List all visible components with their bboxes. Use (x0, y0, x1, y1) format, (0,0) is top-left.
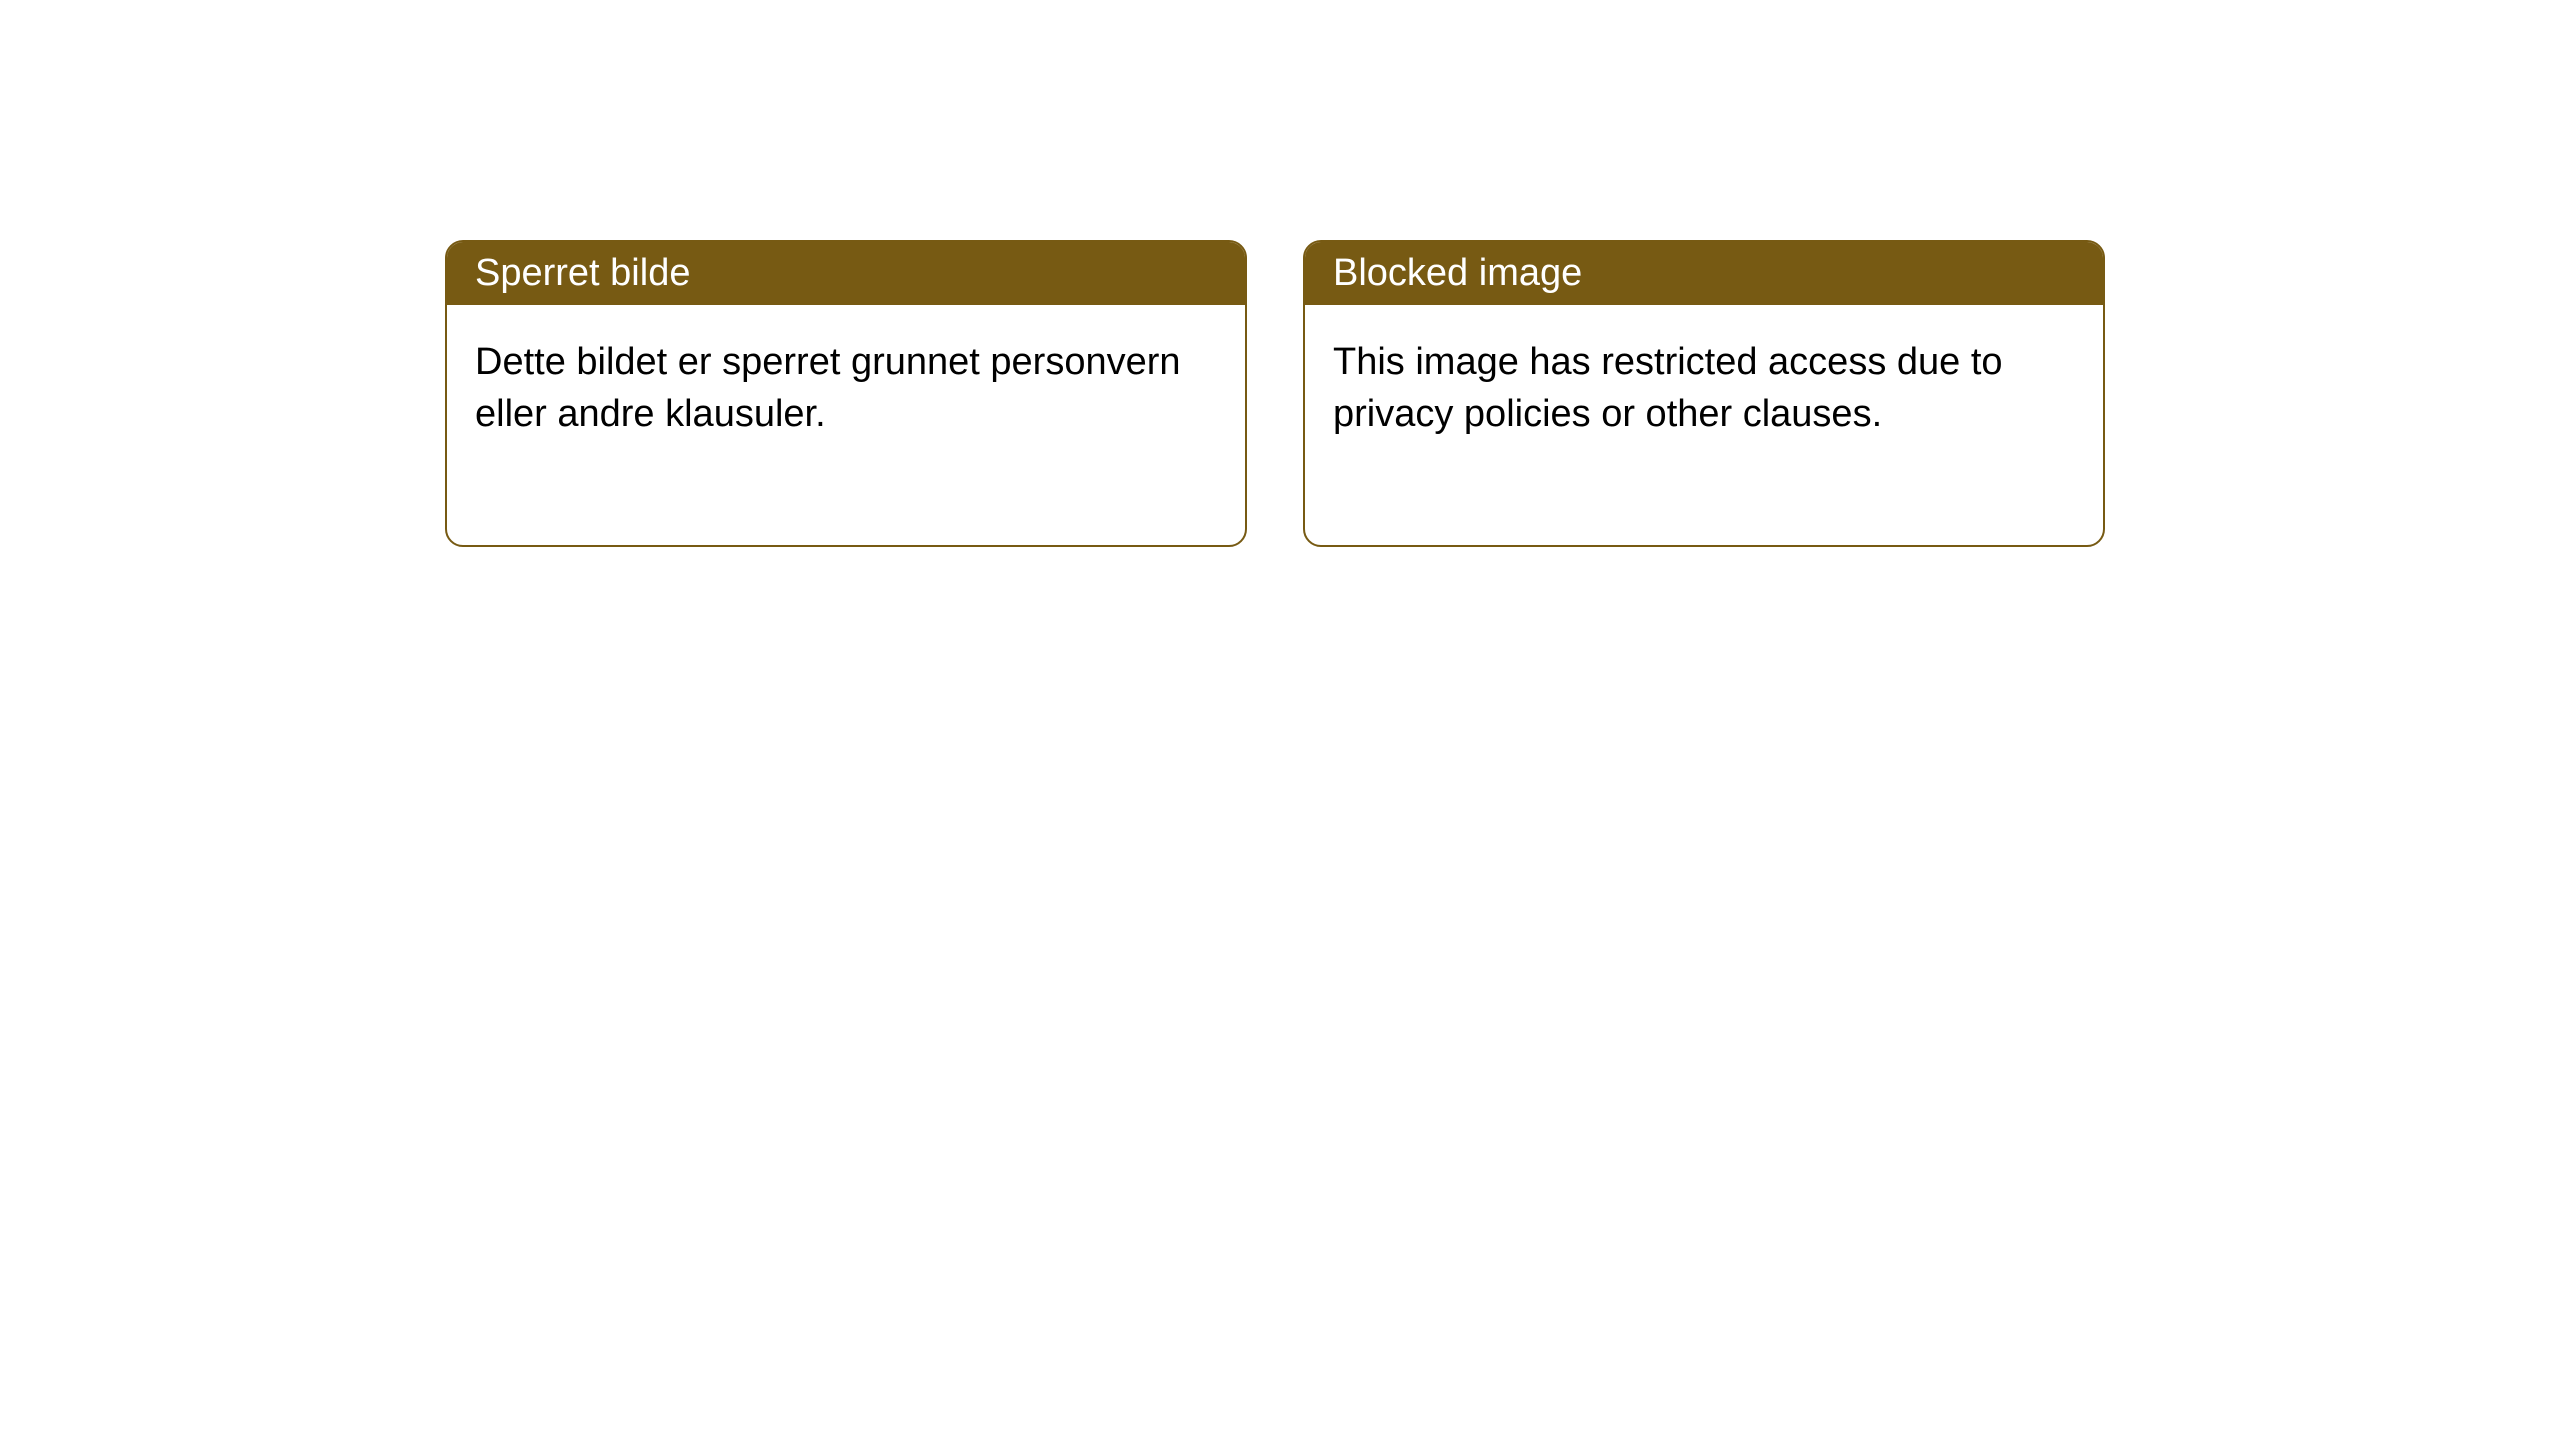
notice-card-norwegian: Sperret bilde Dette bildet er sperret gr… (445, 240, 1247, 547)
notice-body-english: This image has restricted access due to … (1305, 305, 2103, 545)
notice-container: Sperret bilde Dette bildet er sperret gr… (445, 240, 2105, 547)
notice-body-norwegian: Dette bildet er sperret grunnet personve… (447, 305, 1245, 545)
notice-title-english: Blocked image (1305, 242, 2103, 305)
notice-card-english: Blocked image This image has restricted … (1303, 240, 2105, 547)
notice-title-norwegian: Sperret bilde (447, 242, 1245, 305)
